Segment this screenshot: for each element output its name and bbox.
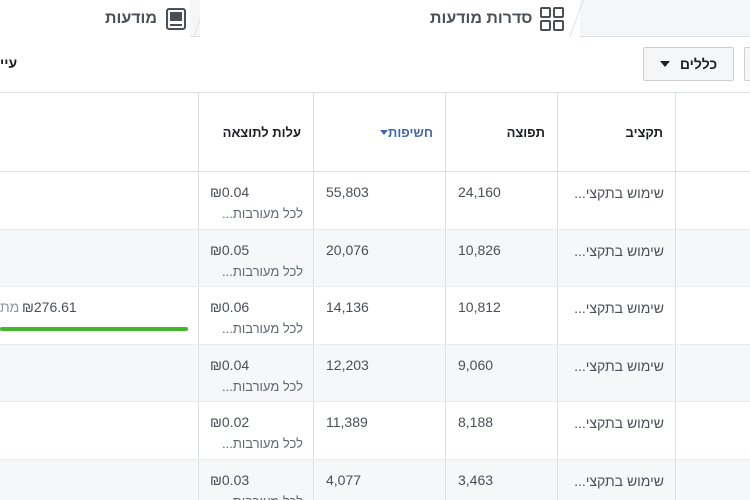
rules-dropdown-button[interactable]: כללים [643,47,734,81]
blank-cell [675,287,750,344]
impressions-value: 55,803 [326,184,369,200]
view-label[interactable]: עיי [0,55,18,71]
tab-ads-label: מודעות [105,9,157,27]
spend-progress-bar [0,327,188,332]
ad-icon [165,7,187,30]
tab-ads-content[interactable]: מודעות [105,0,187,37]
impressions-value: 11,389 [326,414,368,431]
spent-cell [0,402,198,459]
spent-cell [0,460,198,500]
header-reach[interactable]: תפוצה [445,93,557,171]
cost-per-result: ₪0.03 [210,471,250,488]
blank-cell [675,172,750,229]
ad-sets-table: עלות לתוצאה חשיפות תפוצה תקציב ₪0.04 לכל … [0,93,750,500]
cost-cell: ₪0.05 לכל מעורבות... [198,229,313,287]
cost-cell: ₪0.03 לכל מעורבות... [198,459,313,500]
cost-sub-label: לכל מעורבות... [222,378,303,394]
impressions-cell: 20,076 [313,229,445,287]
rules-label: כללים [679,56,718,72]
reach-value: 8,188 [458,414,494,431]
tab-adsets-content[interactable]: סדרות מודעות [430,0,565,37]
toolbar: עיי כללים [0,37,750,93]
header-budget[interactable]: תקציב [557,93,675,171]
impressions-value: 4,077 [326,471,362,488]
header-cost-per-result[interactable]: עלות לתוצאה [198,93,313,171]
reach-cell: 24,160 [445,172,557,229]
budget-value: שימוש בתקצי... [574,185,664,201]
tab-bar: מודעות סדרות מודעות [0,0,750,37]
budget-cell: שימוש בתקצי... [557,172,675,229]
reach-value: 10,812 [458,299,501,316]
impressions-cell: 14,136 [313,287,445,344]
cost-per-result: ₪0.02 [210,414,250,431]
amount-spent: ₪276.61 [22,299,77,316]
impressions-cell: 4,077 [313,459,445,500]
cost-per-result: ₪0.05 [210,241,250,258]
budget-cell: שימוש בתקצי... [557,402,675,459]
header-impressions[interactable]: חשיפות [313,93,445,171]
budget-cell: שימוש בתקצי... [557,229,675,287]
budget-cell: שימוש בתקצי... [557,459,675,500]
cost-sub-label: לכל מעורבות... [222,494,303,500]
reach-value: 9,060 [458,356,494,373]
spent-cell [0,230,198,287]
budget-value: שימוש בתקצי... [574,242,664,259]
spent-cell: ₪276.61 מת [0,287,198,344]
cost-sub-label: לכל מעורבות... [222,263,303,279]
reach-cell: 3,463 [445,459,557,500]
blank-cell [675,344,750,402]
cost-cell: ₪0.04 לכל מעורבות... [198,344,313,402]
tab-adsets-label: סדרות מודעות [430,9,533,27]
grid-icon [540,6,565,31]
cost-cell: ₪0.02 לכל מעורבות... [198,402,313,459]
budget-value: שימוש בתקצי... [574,415,664,432]
blank-cell [675,229,750,287]
reach-cell: 10,826 [445,229,557,287]
spent-cell [0,345,198,402]
budget-cell: שימוש בתקצי... [557,344,675,402]
impressions-value: 14,136 [326,299,369,316]
spent-cell [0,172,198,229]
table-row[interactable]: ₪0.04 לכל מעורבות... 12,203 9,060 שימוש בתקצ… [0,344,750,403]
table-row[interactable]: ₪0.05 לכל מעורבות... 20,076 10,826 שימוש בתק… [0,229,750,288]
cost-per-result: ₪0.04 [210,184,250,200]
impressions-value: 12,203 [326,356,369,373]
tab-adsets[interactable] [200,0,580,37]
reach-cell: 10,812 [445,287,557,344]
table-header: עלות לתוצאה חשיפות תפוצה תקציב [0,93,750,172]
cost-sub-label: לכל מעורבות... [222,321,303,337]
budget-cell: שימוש בתקצי... [557,287,675,344]
reach-value: 24,160 [458,184,501,200]
cost-sub-label: לכל מעורבות... [222,436,303,452]
header-blank [675,93,750,171]
table-row[interactable]: ₪0.02 לכל מעורבות... 11,389 8,188 שימוש בתקצ… [0,402,750,460]
table-row[interactable]: ₪0.03 לכל מעורבות... 4,077 3,463 שימוש בתקצי… [0,459,750,500]
reach-cell: 8,188 [445,402,557,459]
impressions-value: 20,076 [326,241,369,258]
cost-per-result: ₪0.04 [210,356,250,373]
table-row[interactable]: ₪276.61 מת ₪0.06 לכל מעורבות... 14,136 10,812… [0,287,750,345]
table-body: ₪0.04 לכל מעורבות... 55,803 24,160 שימוש בתק… [0,172,750,500]
impressions-cell: 55,803 [313,172,445,229]
cost-sub-label: לכל מעורבות... [222,206,303,221]
blank-cell [675,402,750,459]
reach-cell: 9,060 [445,344,557,402]
budget-value: שימוש בתקצי... [574,472,664,489]
chevron-down-icon [659,61,670,67]
table-row[interactable]: ₪0.04 לכל מעורבות... 55,803 24,160 שימוש בתק… [0,172,750,230]
reach-value: 10,826 [458,241,501,258]
spent-prefix: מת [0,299,20,316]
reach-value: 3,463 [458,471,494,488]
sort-descending-icon [380,129,389,135]
tab-ads[interactable] [0,0,190,37]
cost-cell: ₪0.06 לכל מעורבות... [198,287,313,344]
budget-value: שימוש בתקצי... [574,300,664,317]
extra-button[interactable] [744,47,750,81]
cost-cell: ₪0.04 לכל מעורבות... [198,172,313,229]
impressions-cell: 11,389 [313,402,445,459]
cost-per-result: ₪0.06 [210,299,250,316]
blank-cell [675,459,750,500]
budget-value: שימוש בתקצי... [574,357,664,374]
impressions-cell: 12,203 [313,344,445,402]
